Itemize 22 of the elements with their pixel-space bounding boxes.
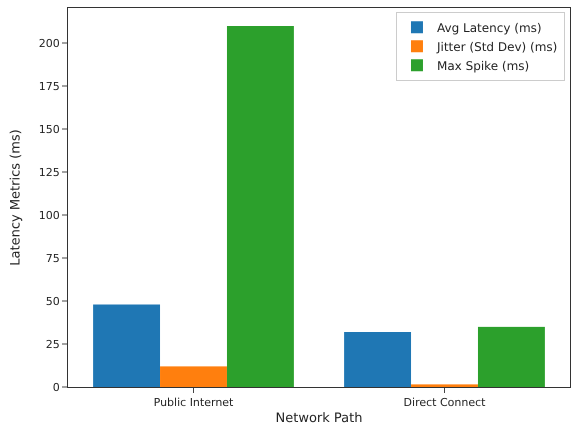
- y-tick-label: 0: [52, 380, 60, 394]
- y-tick-label: 150: [38, 123, 60, 136]
- bar: [344, 332, 412, 387]
- legend-label: Avg Latency (ms): [436, 20, 542, 35]
- x-tick-label: Direct Connect: [404, 396, 486, 410]
- y-tick-label: 100: [38, 208, 60, 222]
- y-axis-title: Latency Metrics (ms): [8, 129, 24, 266]
- x-tick-label: Public Internet: [154, 396, 234, 410]
- y-tick-label: 200: [38, 37, 60, 50]
- legend-label: Jitter (Std Dev) (ms): [436, 40, 558, 54]
- x-axis-title: Network Path: [276, 410, 362, 426]
- legend-label: Max Spike (ms): [436, 58, 530, 73]
- bar: [478, 326, 545, 387]
- y-tick-label: 175: [38, 80, 60, 94]
- bar: [411, 384, 478, 387]
- y-tick-label: 75: [46, 252, 60, 265]
- bar: [93, 304, 160, 387]
- y-tick-label: 50: [46, 294, 60, 308]
- y-tick-label: 125: [38, 166, 60, 179]
- bar: [226, 26, 294, 387]
- bar: [160, 366, 227, 387]
- y-tick-label: 25: [46, 338, 60, 351]
